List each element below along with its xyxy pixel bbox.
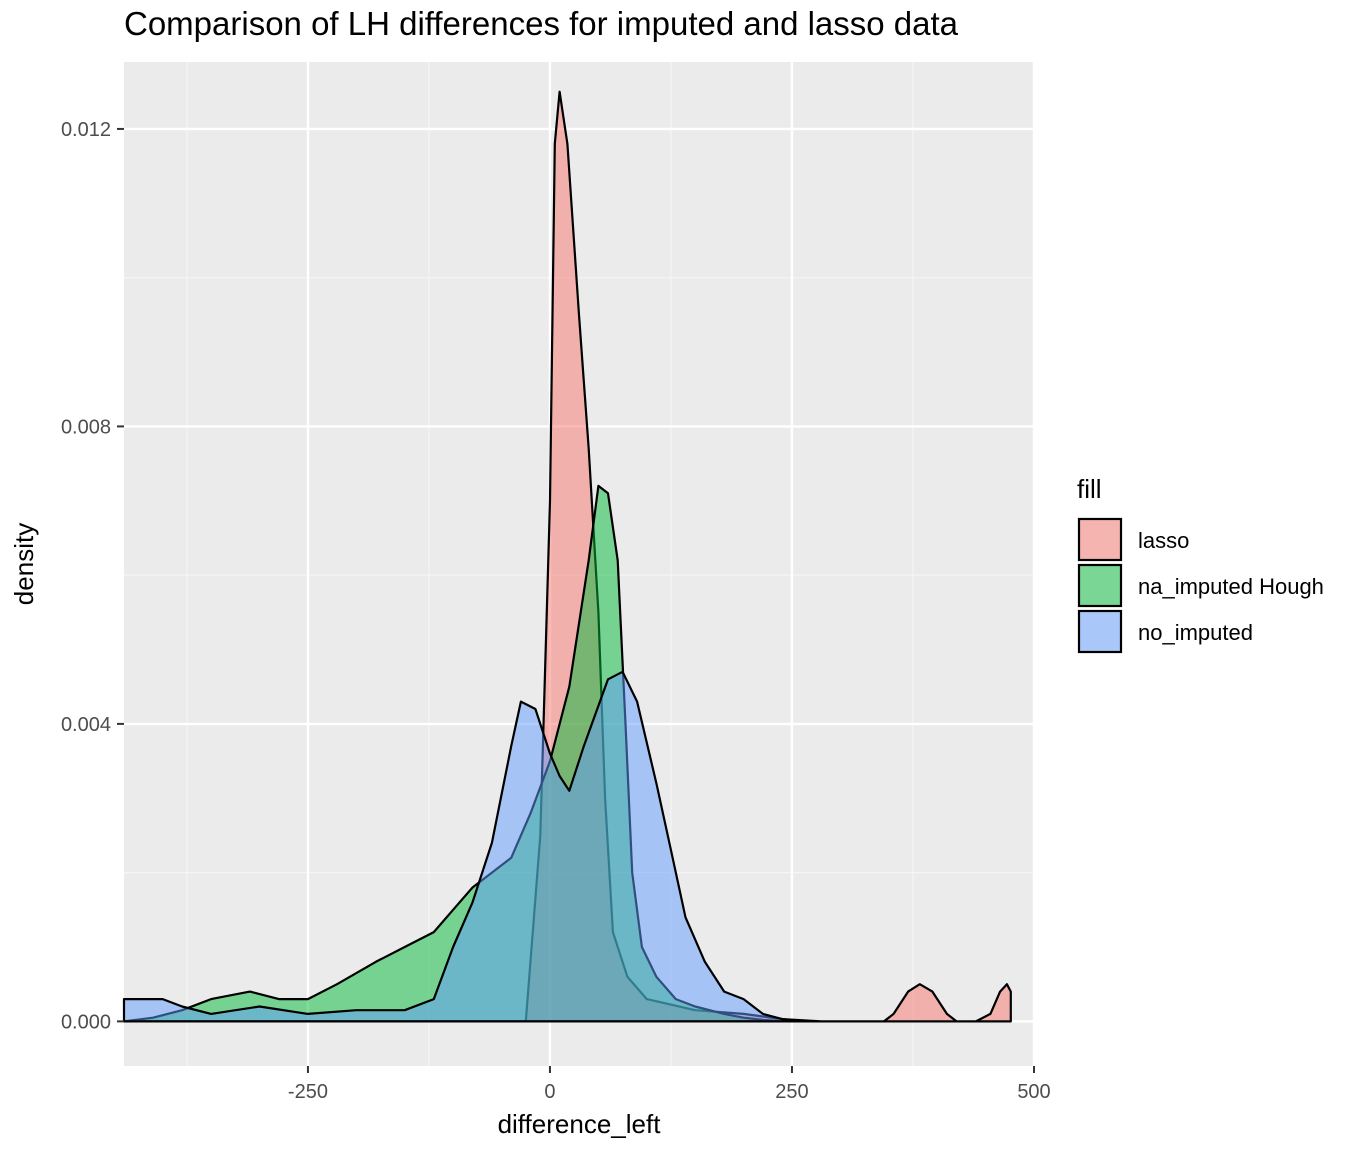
x-tick-label: 0 — [544, 1081, 555, 1103]
legend-label: na_imputed Hough — [1138, 574, 1324, 599]
legend-label: lasso — [1138, 528, 1189, 553]
legend-swatch — [1077, 609, 1123, 654]
y-tick-label: 0.004 — [61, 714, 111, 736]
legend-swatch — [1077, 517, 1123, 562]
legend: fill lasso na_imputed Hough no_imputed — [1077, 474, 1324, 654]
x-axis-ticks: -250 0 250 500 — [288, 1066, 1051, 1103]
y-tick-label: 0.008 — [61, 416, 111, 438]
y-axis-ticks: 0.000 0.004 0.008 0.012 — [61, 119, 124, 1033]
legend-title: fill — [1077, 474, 1102, 504]
x-axis-title: difference_left — [498, 1109, 662, 1139]
chart-title: Comparison of LH differences for imputed… — [124, 5, 959, 42]
legend-label: no_imputed — [1138, 620, 1253, 645]
legend-swatch — [1077, 563, 1123, 608]
x-tick-label: 500 — [1017, 1081, 1050, 1103]
density-areas — [122, 90, 1012, 1023]
legend-items: lasso na_imputed Hough no_imputed — [1077, 517, 1324, 654]
x-tick-label: 250 — [775, 1081, 808, 1103]
x-tick-label: -250 — [288, 1081, 328, 1103]
density-area-no-imputed — [122, 670, 803, 1023]
y-tick-label: 0.000 — [61, 1011, 111, 1033]
y-tick-label: 0.012 — [61, 119, 111, 141]
y-axis-title: density — [9, 523, 39, 605]
